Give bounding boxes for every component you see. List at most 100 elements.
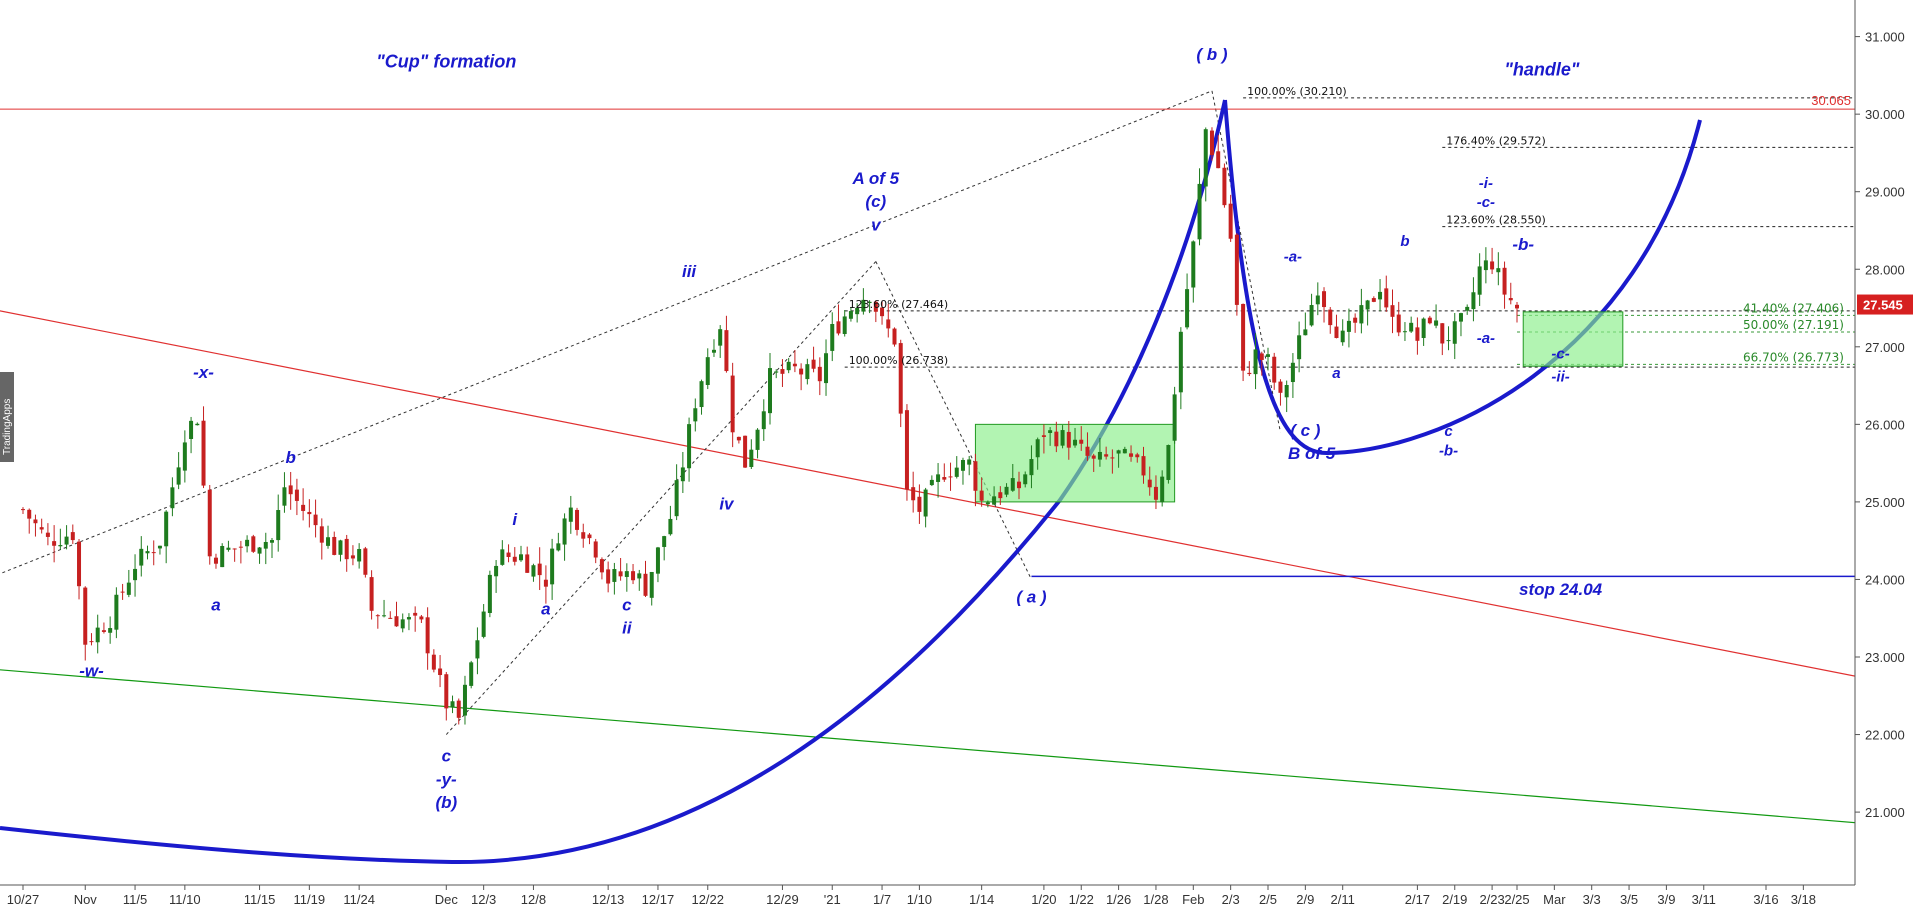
x-tick-label: 2/5 (1259, 892, 1277, 907)
candle-body (1073, 439, 1078, 446)
candle-body (220, 545, 225, 568)
candle-body (687, 424, 692, 469)
x-tick-label: 2/19 (1442, 892, 1467, 907)
wave-label: c (442, 747, 452, 766)
candle-body (1515, 304, 1519, 309)
candle-body (232, 548, 237, 550)
candle-body (1315, 295, 1320, 305)
candle-body (494, 565, 499, 577)
candle-body (612, 569, 617, 582)
watermark-badge (0, 372, 14, 462)
fib-level-label: 100.00% (30.210) (1247, 85, 1347, 98)
x-axis-panel (0, 885, 1914, 908)
candle-body (1178, 331, 1183, 393)
wave-label: iv (719, 495, 735, 514)
x-tick-label: 2/25 (1504, 892, 1529, 907)
candle-body (911, 487, 916, 501)
candle-body (481, 611, 486, 637)
candle-body (668, 518, 673, 535)
wave-label: -w- (79, 661, 104, 680)
candle-body (680, 467, 685, 482)
candle-body (207, 489, 212, 557)
wave-label: -a- (1284, 248, 1302, 265)
candle-body (562, 518, 567, 545)
candle-body (1496, 268, 1501, 273)
candle-body (936, 474, 941, 482)
candle-body (139, 548, 144, 566)
y-tick-label: 23.000 (1865, 650, 1905, 665)
candle-body (1359, 305, 1364, 324)
candle-body (1247, 372, 1252, 375)
x-tick-label: 1/28 (1143, 892, 1168, 907)
candle-body (338, 540, 343, 555)
candle-body (556, 543, 561, 551)
wave-label: v (871, 215, 882, 234)
target-zone-box (1522, 311, 1624, 367)
candle-body (344, 538, 349, 560)
candle-body (1054, 431, 1059, 447)
wave-label: b (1400, 233, 1409, 250)
x-tick-label: 12/3 (471, 892, 496, 907)
candle-body (1303, 329, 1308, 336)
y-tick-label: 24.000 (1865, 572, 1905, 587)
candle-body (1297, 335, 1302, 360)
candle-body (817, 366, 822, 382)
candle-body (948, 476, 953, 478)
candle-body (599, 559, 604, 573)
x-tick-label: 12/29 (766, 892, 799, 907)
x-tick-label: 3/11 (1692, 892, 1716, 907)
candle-body (39, 527, 44, 530)
candle-body (1434, 320, 1439, 326)
wave-label: iii (682, 262, 697, 281)
candle-body (519, 554, 523, 561)
candle-body (711, 349, 716, 353)
candle-body (1346, 320, 1351, 332)
candle-body (1471, 292, 1476, 310)
candle-body (780, 369, 785, 374)
wave-label: ii (622, 619, 633, 638)
last-price-badge (1857, 294, 1913, 315)
x-tick-label: 2/9 (1296, 892, 1314, 907)
x-tick-label: 12/13 (592, 892, 625, 907)
x-tick-label: 1/7 (873, 892, 891, 907)
candle-body (1079, 439, 1084, 444)
wave-label: -i- (1479, 175, 1493, 192)
candle-body (357, 549, 362, 562)
candle-body (462, 684, 467, 716)
trendline-dotted (875, 261, 1032, 580)
candle-body (848, 311, 853, 319)
x-tick-label: 10/27 (7, 892, 40, 907)
x-tick-label: 3/18 (1791, 892, 1816, 907)
candle-body (1353, 317, 1358, 323)
x-tick-label: 3/3 (1583, 892, 1601, 907)
candle-body (973, 461, 978, 491)
candle-body (892, 328, 897, 345)
candle-body (755, 429, 760, 450)
wave-label: "handle" (1504, 59, 1580, 79)
candle-body (487, 574, 492, 614)
candle-body (251, 536, 256, 552)
candle-body (1446, 340, 1451, 342)
candle-body (450, 701, 455, 708)
candle-body (1004, 486, 1009, 495)
candle-body (151, 552, 156, 554)
candle-body (1502, 267, 1507, 295)
candle-body (326, 537, 331, 546)
candle-body (1041, 435, 1046, 437)
candle-body (1284, 384, 1289, 398)
candle-body (904, 410, 909, 490)
wave-label: -x- (193, 363, 214, 382)
candle-body (649, 571, 654, 598)
trendline-dotted (445, 261, 877, 735)
candle-body (568, 507, 573, 522)
fib-level-label: 41.40% (27.406) (1743, 301, 1844, 315)
wave-label: (c) (865, 192, 886, 211)
candle-body (1259, 353, 1264, 360)
candle-body (95, 627, 100, 643)
candle-body (929, 479, 934, 486)
candle-body (213, 557, 218, 564)
candle-body (998, 492, 1003, 499)
candle-body (575, 509, 580, 530)
